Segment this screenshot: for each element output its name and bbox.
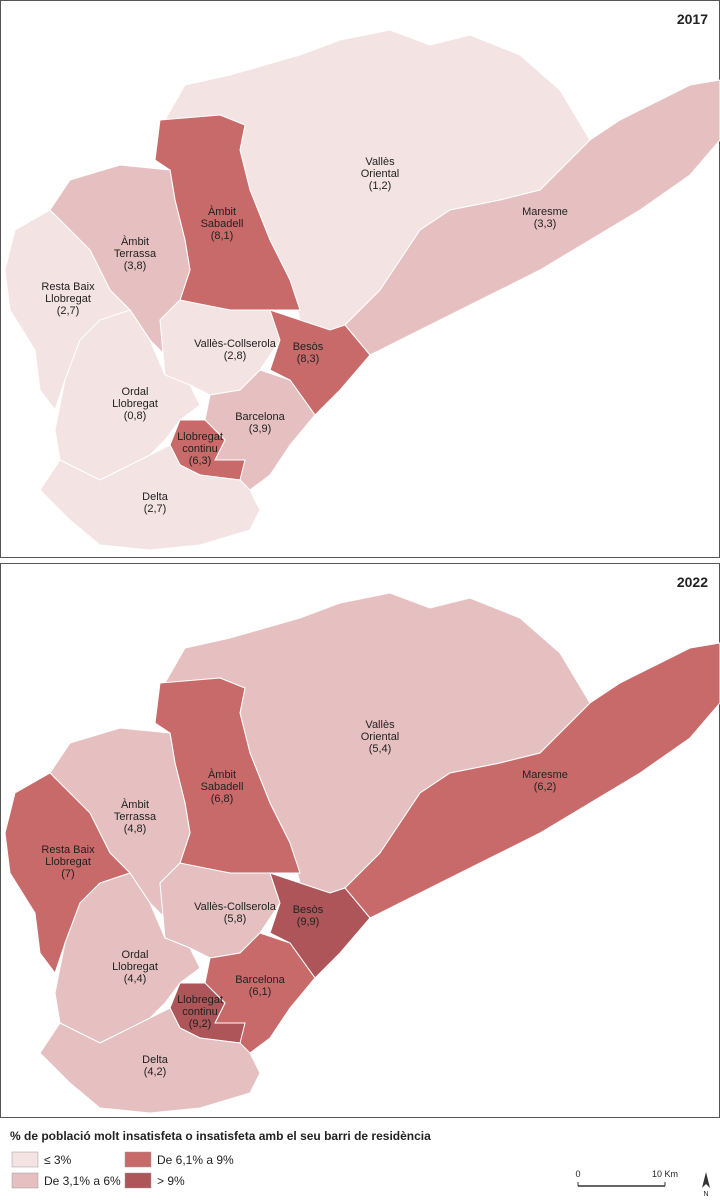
region-name: Llobregat — [177, 994, 223, 1006]
region-name: Maresme — [522, 206, 568, 218]
region-name: Llobregat — [45, 856, 91, 868]
region-name: Delta — [142, 491, 169, 503]
region-value: (3,8) — [124, 260, 147, 272]
region-name: Àmbit — [208, 205, 236, 218]
region-value: (1,2) — [369, 180, 392, 192]
region-name: Àmbit — [208, 768, 236, 781]
region-name: Vallès — [365, 156, 395, 168]
region-value: (3,3) — [534, 218, 557, 230]
region-name: continu — [182, 443, 217, 455]
region-name: Llobregat — [112, 398, 158, 410]
legend-label: De 6,1% a 9% — [157, 1153, 234, 1167]
region-value: (5,8) — [224, 913, 247, 925]
region-value: (0,8) — [124, 410, 147, 422]
north-label: N — [703, 1191, 708, 1198]
region — [39, 1007, 261, 1114]
north-arrow — [702, 1172, 710, 1188]
region-value: (6,3) — [189, 455, 212, 467]
region-value: (2,7) — [57, 305, 80, 317]
region-name: Vallès-Collserola — [194, 338, 277, 350]
region-value: (5,4) — [369, 743, 392, 755]
region-name: Barcelona — [235, 411, 285, 423]
region-name: Besòs — [293, 904, 324, 916]
region-name: Terrassa — [114, 811, 157, 823]
region-name: Vallès — [365, 719, 395, 731]
region-name: Àmbit — [121, 798, 149, 811]
legend: ≤ 3% De 3,1% a 6% De 6,1% a 9% > 9% — [11, 1151, 234, 1189]
region-value: (4,8) — [124, 823, 147, 835]
region — [269, 309, 371, 416]
region-name: Àmbit — [121, 235, 149, 248]
region-name: Llobregat — [45, 293, 91, 305]
region-value: (2,8) — [224, 350, 247, 362]
region-value: (4,4) — [124, 973, 147, 985]
legend-label: > 9% — [157, 1174, 185, 1188]
region-value: (8,3) — [297, 353, 320, 365]
region — [39, 444, 261, 551]
region-name: Maresme — [522, 769, 568, 781]
legend-swatch — [11, 1151, 39, 1168]
region-value: (4,2) — [144, 1066, 167, 1078]
region — [344, 642, 720, 919]
region-value: (9,2) — [189, 1018, 212, 1030]
scale-label: 10 Km — [652, 1169, 678, 1179]
region — [344, 79, 720, 356]
region-name: Oriental — [361, 168, 400, 180]
region — [269, 872, 371, 979]
legend-swatch — [11, 1172, 39, 1189]
region-value: (2,7) — [144, 503, 167, 515]
region-name: Llobregat — [177, 431, 223, 443]
region-value: (6,2) — [534, 781, 557, 793]
region-name: Sabadell — [201, 218, 244, 230]
region-name: Ordal — [122, 386, 149, 398]
region-name: Llobregat — [112, 961, 158, 973]
region-value: (9,9) — [297, 916, 320, 928]
region-name: Besòs — [293, 341, 324, 353]
region-value: (6,1) — [249, 986, 272, 998]
region-value: (8,1) — [211, 230, 234, 242]
region-name: Vallès-Collserola — [194, 901, 277, 913]
region-name: Barcelona — [235, 974, 285, 986]
region-value: (6,8) — [211, 793, 234, 805]
region-value: (7) — [61, 868, 74, 880]
legend-title: % de població molt insatisfeta o insatis… — [10, 1129, 431, 1143]
legend-swatch — [124, 1172, 152, 1189]
region-name: continu — [182, 1006, 217, 1018]
region-name: Resta Baix — [41, 281, 95, 293]
scale-label: 0 — [575, 1169, 580, 1179]
region-name: Sabadell — [201, 781, 244, 793]
legend-swatch — [124, 1151, 152, 1168]
region-name: Delta — [142, 1054, 169, 1066]
legend-label: De 3,1% a 6% — [44, 1174, 121, 1188]
region-name: Ordal — [122, 949, 149, 961]
region-value: (3,9) — [249, 423, 272, 435]
region-name: Resta Baix — [41, 844, 95, 856]
map-year: 2017 — [677, 11, 708, 27]
region-name: Terrassa — [114, 248, 157, 260]
region-name: Oriental — [361, 731, 400, 743]
maps: 2017VallèsOriental(1,2)Maresme(3,3)Àmbit… — [4, 11, 720, 1114]
map-year: 2022 — [677, 574, 708, 590]
legend-label: ≤ 3% — [44, 1153, 72, 1167]
